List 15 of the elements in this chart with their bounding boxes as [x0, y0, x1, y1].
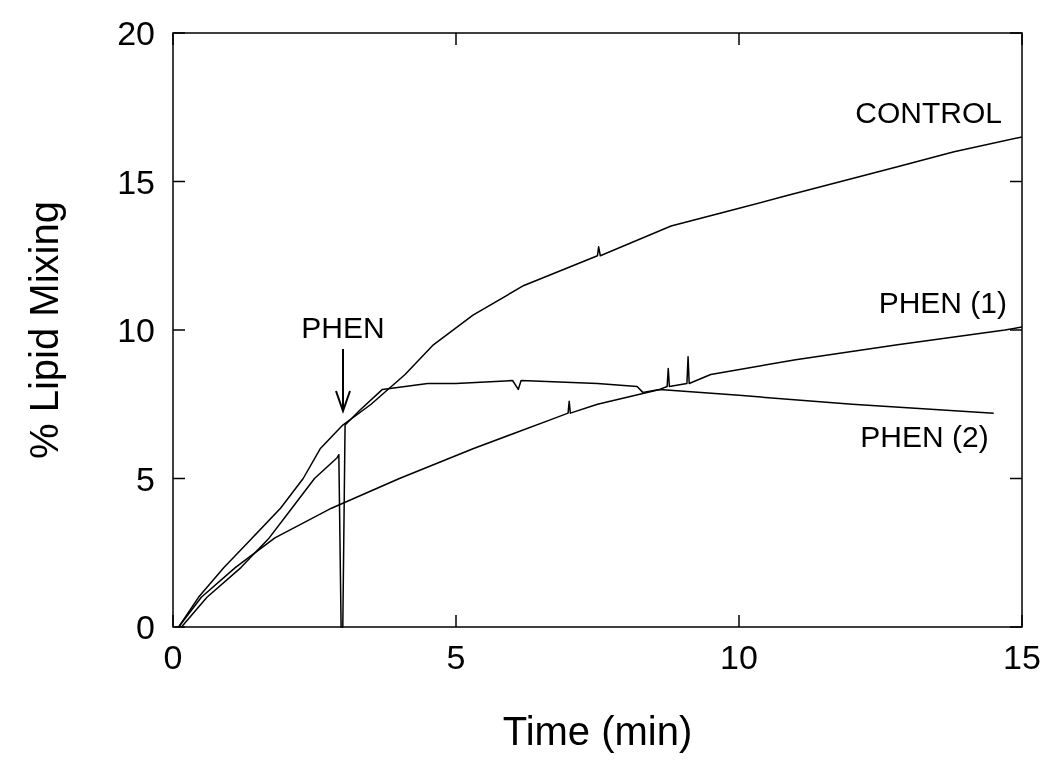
series-label: CONTROL: [855, 95, 1002, 129]
x-tick-label: 5: [446, 638, 466, 676]
y-tick-label: 10: [117, 311, 155, 349]
y-tick-label: 0: [136, 608, 155, 646]
y-tick-label: 20: [117, 14, 155, 52]
x-tick-label: 0: [163, 638, 183, 676]
y-axis-title: % Lipid Mixing: [22, 201, 66, 459]
annotation: PHEN: [301, 311, 385, 344]
y-tick-label: 15: [117, 162, 155, 201]
y-tick-label: 5: [136, 459, 155, 498]
x-tick-label: 15: [1003, 638, 1041, 676]
x-axis-title: Time (min): [502, 709, 693, 753]
series-label: PHEN (2): [860, 420, 989, 454]
x-tick-label: 10: [720, 638, 758, 676]
series-label: PHEN (1): [878, 286, 1007, 320]
